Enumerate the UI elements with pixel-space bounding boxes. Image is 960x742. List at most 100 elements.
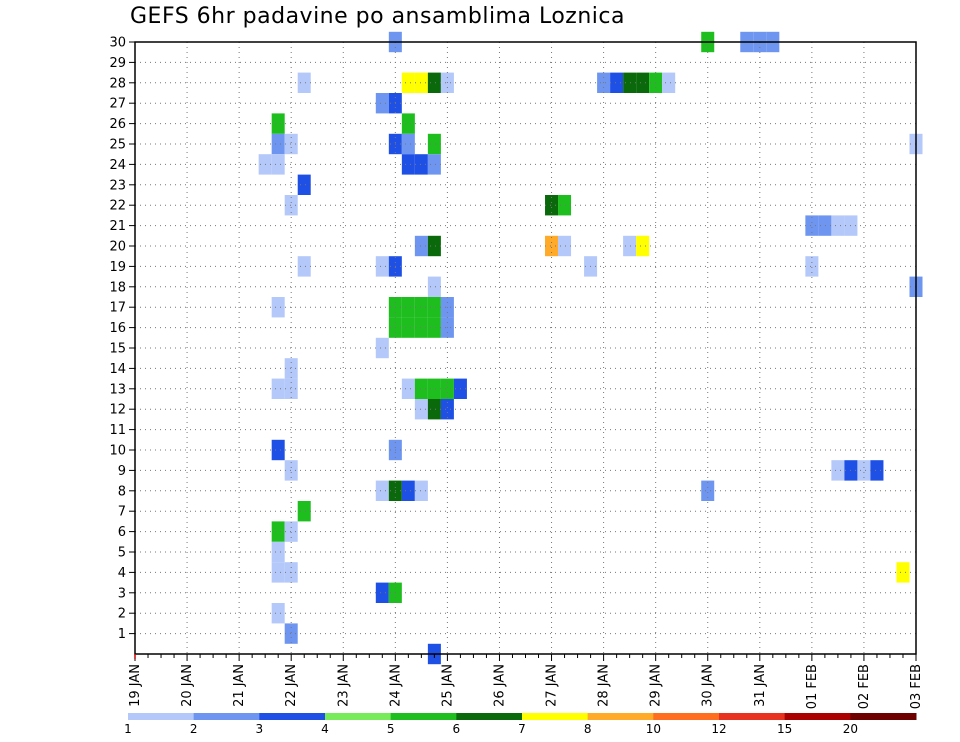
heatmap-cell — [284, 623, 298, 644]
y-tick-label: 14 — [109, 362, 126, 377]
x-tick-label: 01 FEB — [805, 664, 820, 709]
legend-label: 2 — [190, 722, 198, 736]
legend-label: 10 — [646, 722, 661, 736]
x-tick-label: 19 JAN — [128, 664, 143, 707]
y-tick-label: 3 — [118, 586, 126, 601]
y-tick-label: 2 — [118, 607, 126, 622]
heatmap-cell — [271, 541, 285, 563]
y-tick-label: 16 — [109, 321, 126, 336]
x-tick-label: 27 JAN — [545, 664, 560, 707]
heatmap-cell — [831, 215, 845, 236]
heatmap-cell — [440, 399, 454, 420]
heatmap-cell — [271, 133, 285, 155]
heatmap-cell — [636, 235, 650, 257]
heatmap-cell — [818, 215, 832, 236]
heatmap-cell — [427, 317, 441, 338]
heatmap-cell — [284, 460, 298, 481]
y-tick-label: 21 — [109, 219, 126, 234]
legend-swatch — [653, 713, 720, 720]
y-tick-label: 19 — [109, 260, 126, 275]
y-tick-label: 17 — [109, 301, 126, 316]
heatmap-cell — [414, 297, 428, 318]
heatmap-cell — [271, 297, 285, 318]
y-tick-label: 26 — [109, 117, 126, 132]
legend-label: 5 — [387, 722, 395, 736]
y-tick-label: 11 — [109, 423, 126, 438]
y-tick-label: 5 — [118, 546, 126, 561]
heatmap-cell — [558, 195, 572, 216]
y-tick-label: 1 — [118, 627, 126, 642]
x-tick-label: 30 JAN — [701, 664, 716, 707]
heatmap-cell — [701, 480, 715, 501]
heatmap-cell — [831, 460, 845, 481]
heatmap-cell — [610, 72, 624, 93]
heatmap-cell — [427, 235, 441, 257]
heatmap-cell — [662, 72, 676, 93]
legend-swatch — [193, 713, 260, 720]
y-tick-label: 9 — [118, 464, 126, 479]
heatmap-cell — [414, 154, 428, 175]
legend-label: 15 — [777, 722, 792, 736]
heatmap-cell — [271, 378, 285, 399]
heatmap-cell — [271, 562, 285, 583]
legend-swatch — [522, 713, 589, 720]
x-tick-label: 02 FEB — [857, 664, 872, 709]
heatmap-cell — [375, 337, 389, 359]
heatmap-cell — [414, 317, 428, 338]
heatmap-cell — [545, 195, 559, 216]
x-tick-label: 25 JAN — [440, 664, 455, 707]
x-tick-label: 31 JAN — [753, 664, 768, 707]
heatmap-cell — [636, 72, 650, 93]
heatmap-cell — [401, 72, 415, 93]
heatmap-cell — [623, 235, 637, 257]
y-tick-label: 20 — [109, 240, 126, 255]
y-tick-label: 15 — [109, 342, 126, 357]
y-tick-label: 10 — [109, 444, 126, 459]
y-tick-label: 29 — [109, 56, 126, 71]
y-tick-label: 28 — [109, 76, 126, 91]
heatmap-cell — [870, 460, 884, 481]
legend-swatch — [259, 713, 326, 720]
heatmap-cell — [545, 235, 559, 257]
legend-label: 8 — [584, 722, 592, 736]
heatmap-cell — [401, 297, 415, 318]
heatmap-cell — [297, 256, 311, 277]
legend-label: 7 — [518, 722, 526, 736]
x-ticks-layer: 19 JAN 20 JAN 21 JAN 22 JAN 23 JAN 24 JAN 25 J… — [128, 654, 924, 709]
y-tick-label: 30 — [109, 36, 126, 51]
legend-swatch — [850, 713, 917, 720]
x-tick-label: 03 FEB — [909, 664, 924, 709]
y-tick-label: 27 — [109, 97, 126, 112]
heatmap-cell — [896, 562, 910, 583]
legend-swatch — [128, 713, 195, 720]
legend-label: 6 — [453, 722, 461, 736]
legend-swatch — [719, 713, 786, 720]
heatmap-cell — [297, 174, 311, 195]
heatmap-cell — [271, 603, 285, 624]
heatmap-cell — [375, 480, 389, 501]
heatmap-cell — [271, 154, 285, 175]
x-tick-label: 24 JAN — [388, 664, 403, 707]
heatmap-cell — [401, 154, 415, 175]
legend-label: 1 — [124, 722, 132, 736]
heatmap-cell — [414, 235, 428, 257]
heatmap-cell — [375, 93, 389, 114]
heatmap-cell — [375, 256, 389, 277]
heatmap-cell — [284, 378, 298, 399]
grid-layer — [135, 42, 916, 654]
y-tick-label: 23 — [109, 178, 126, 193]
y-tick-label: 25 — [109, 138, 126, 153]
legend-layer: 1 2 3 4 5 6 7 8 10 12 15 20 — [124, 713, 917, 736]
heatmap-cell — [271, 113, 285, 134]
y-tick-label: 4 — [118, 566, 126, 581]
legend-swatch — [784, 713, 851, 720]
heatmap-cell — [414, 72, 428, 93]
heatmap-cell — [440, 378, 454, 399]
heatmap-cell — [375, 582, 389, 603]
heatmap-cell — [297, 72, 311, 93]
heatmap-cell — [427, 72, 441, 93]
x-tick-label: 22 JAN — [284, 664, 299, 707]
y-tick-label: 13 — [109, 382, 126, 397]
heatmap-cell — [805, 256, 819, 277]
legend-swatch — [390, 713, 457, 720]
